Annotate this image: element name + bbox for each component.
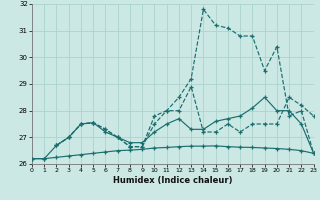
X-axis label: Humidex (Indice chaleur): Humidex (Indice chaleur) xyxy=(113,176,233,185)
